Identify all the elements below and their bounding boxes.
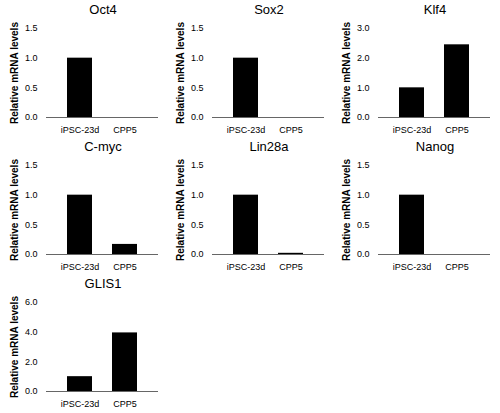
svg-text:CPP5: CPP5	[279, 262, 303, 272]
html-text:Sox2: Sox2	[254, 2, 284, 17]
svg-text:0.0: 0.0	[25, 112, 38, 122]
svg-text:0.0: 0.0	[357, 112, 370, 122]
html-text:Oct4: Oct4	[89, 2, 117, 17]
svg-text:iPSC-23d: iPSC-23d	[227, 125, 266, 135]
html-text:C-myc: C-myc	[84, 139, 122, 154]
svg-text:iPSC-23d: iPSC-23d	[61, 125, 100, 135]
svg-text:0.0: 0.0	[25, 249, 38, 259]
svg-text:1.5: 1.5	[191, 160, 204, 170]
svg-text:Relative mRNA levels: Relative mRNA levels	[175, 159, 186, 261]
svg-text:Relative mRNA levels: Relative mRNA levels	[9, 159, 20, 261]
svg-text:CPP5: CPP5	[113, 262, 137, 272]
svg-text:0.5: 0.5	[25, 220, 38, 230]
html-text:Nanog: Nanog	[415, 139, 455, 154]
svg-text:CPP5: CPP5	[113, 399, 137, 409]
svg-text:CPP5: CPP5	[445, 125, 469, 135]
svg-text:1.0: 1.0	[357, 83, 370, 93]
svg-text:0.0: 0.0	[191, 112, 204, 122]
svg-text:iPSC-23d: iPSC-23d	[61, 262, 100, 272]
svg-text:3.0: 3.0	[357, 23, 370, 33]
svg-text:1.5: 1.5	[191, 23, 204, 33]
svg-text:iPSC-23d: iPSC-23d	[61, 399, 100, 409]
svg-text:0.5: 0.5	[191, 83, 204, 93]
svg-text:0.0: 0.0	[25, 386, 38, 396]
svg-text:CPP5: CPP5	[113, 125, 137, 135]
svg-text:0.5: 0.5	[357, 220, 370, 230]
svg-text:Relative mRNA levels: Relative mRNA levels	[9, 296, 20, 398]
svg-text:6.0: 6.0	[25, 297, 38, 307]
svg-text:Relative mRNA levels: Relative mRNA levels	[341, 22, 352, 124]
html-text:GLIS1: GLIS1	[84, 276, 122, 291]
svg-text:1.0: 1.0	[191, 190, 204, 200]
svg-text:0.5: 0.5	[191, 220, 204, 230]
svg-text:1.5: 1.5	[357, 160, 370, 170]
svg-text:1.0: 1.0	[25, 53, 38, 63]
svg-text:1.0: 1.0	[357, 190, 370, 200]
html-text:Klf4: Klf4	[423, 2, 447, 17]
svg-text:1.0: 1.0	[191, 53, 204, 63]
svg-text:1.5: 1.5	[25, 160, 38, 170]
svg-text:1.0: 1.0	[25, 190, 38, 200]
svg-text:2.0: 2.0	[357, 53, 370, 63]
svg-text:0.5: 0.5	[25, 83, 38, 93]
svg-text:iPSC-23d: iPSC-23d	[393, 262, 432, 272]
svg-text:4.0: 4.0	[25, 327, 38, 337]
svg-text:1.5: 1.5	[25, 23, 38, 33]
svg-text:Relative mRNA levels: Relative mRNA levels	[341, 159, 352, 261]
svg-text:Relative mRNA levels: Relative mRNA levels	[9, 22, 20, 124]
svg-text:Relative mRNA levels: Relative mRNA levels	[175, 22, 186, 124]
svg-text:CPP5: CPP5	[279, 125, 303, 135]
svg-text:iPSC-23d: iPSC-23d	[393, 125, 432, 135]
svg-text:0.0: 0.0	[357, 249, 370, 259]
html-text:Lin28a: Lin28a	[249, 139, 289, 154]
svg-text:0.0: 0.0	[191, 249, 204, 259]
svg-text:iPSC-23d: iPSC-23d	[227, 262, 266, 272]
svg-text:2.0: 2.0	[25, 357, 38, 367]
svg-text:CPP5: CPP5	[445, 262, 469, 272]
